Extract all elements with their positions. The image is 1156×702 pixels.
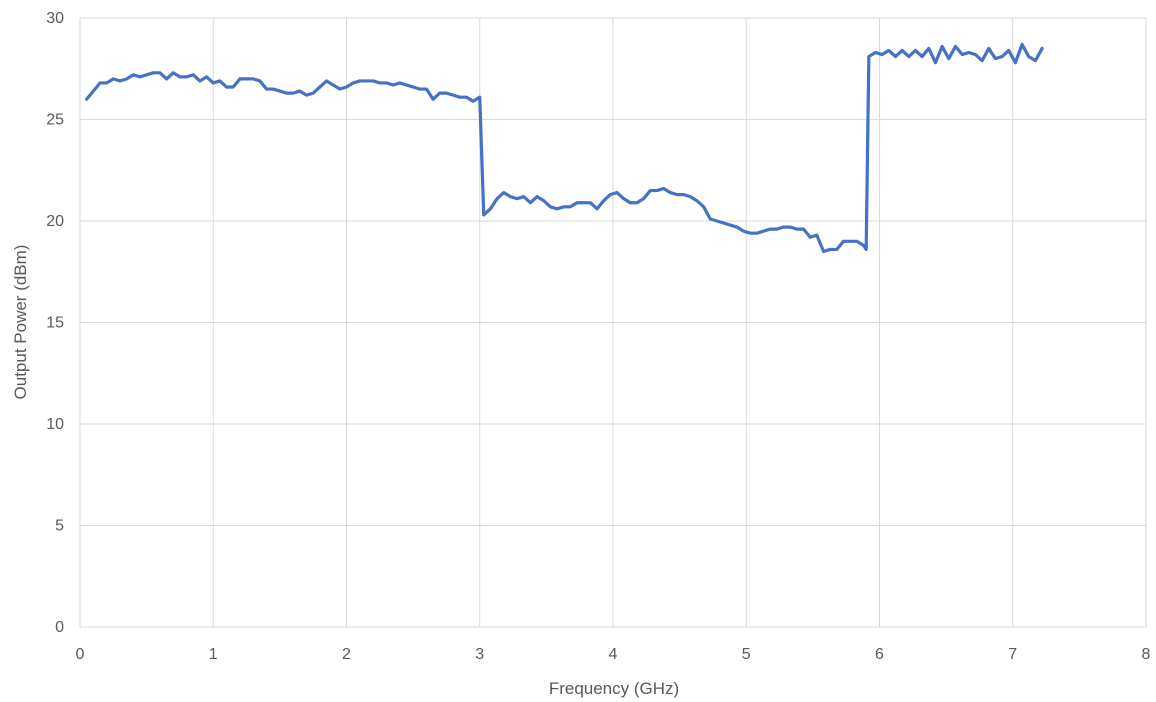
series-line-0	[85, 42, 1044, 254]
series-layer	[85, 42, 1044, 254]
x-tick-label: 2	[342, 646, 351, 663]
y-tick-label: 15	[46, 315, 64, 332]
x-tick-label: 7	[1008, 646, 1017, 663]
y-tick-label: 20	[46, 213, 64, 230]
y-tick-label: 10	[46, 416, 64, 433]
x-tick-label: 8	[1142, 646, 1151, 663]
y-axis-title: Output Power (dBm)	[11, 245, 30, 400]
y-tick-label: 25	[46, 112, 64, 129]
y-axis-ticks: 0 5 10 15 20 25 30	[46, 10, 64, 636]
x-tick-label: 6	[875, 646, 884, 663]
x-tick-label: 5	[742, 646, 751, 663]
y-tick-label: 30	[46, 10, 64, 27]
x-tick-label: 0	[76, 646, 85, 663]
x-tick-label: 4	[609, 646, 618, 663]
y-tick-label: 5	[55, 518, 64, 535]
x-axis-title: Frequency (GHz)	[549, 679, 679, 698]
x-tick-label: 3	[475, 646, 484, 663]
gridlines	[79, 17, 1147, 628]
x-axis-ticks: 0 1 2 3 4 5 6 7 8	[76, 646, 1151, 663]
x-tick-label: 1	[209, 646, 218, 663]
y-tick-label: 0	[55, 619, 64, 636]
